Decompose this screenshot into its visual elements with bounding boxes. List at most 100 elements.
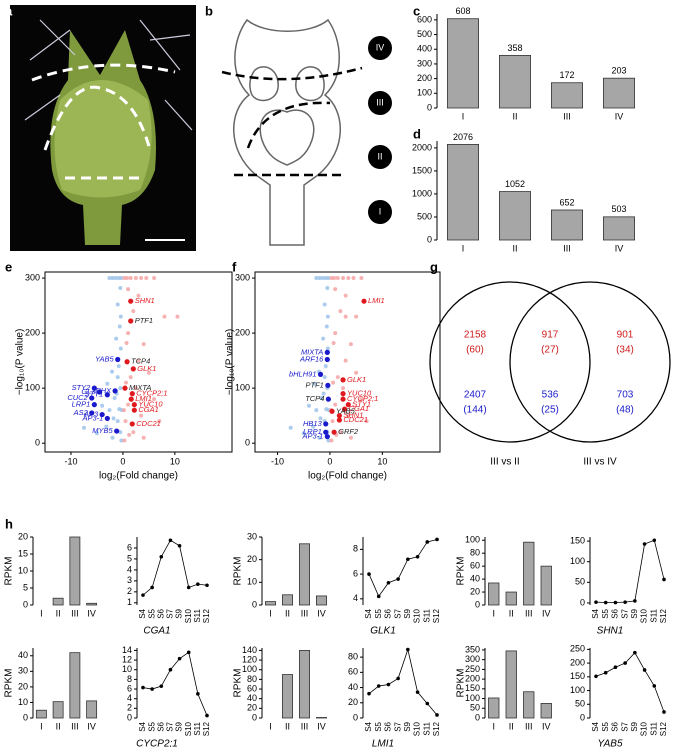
point — [111, 416, 116, 421]
x-tick-label: S6 — [156, 721, 165, 731]
point — [113, 276, 118, 281]
x-tick-label: III — [563, 243, 571, 253]
y-tick-label: 150 — [570, 535, 585, 545]
y-tick-label: 6 — [127, 683, 132, 693]
point — [136, 358, 141, 363]
point — [110, 276, 115, 281]
point-label: CDC21 — [343, 415, 368, 424]
point — [348, 342, 353, 347]
point — [123, 419, 128, 424]
point — [594, 674, 598, 679]
venn-count: 2158 — [464, 330, 487, 341]
point — [128, 276, 133, 281]
venn-count: (48) — [616, 405, 634, 416]
point — [325, 314, 330, 319]
point — [633, 599, 637, 603]
x-tick-label: S11 — [193, 608, 202, 622]
y-tick-label: 0 — [475, 712, 480, 722]
x-tick-label: S5 — [374, 608, 383, 618]
point — [107, 276, 112, 281]
point-label: AP3-1 — [81, 413, 103, 422]
labeled-point — [131, 402, 137, 408]
y-axis-label: RPKM — [456, 669, 467, 698]
x-tick-label: 10 — [170, 456, 180, 466]
labeled-point — [317, 371, 324, 377]
labeled-point — [324, 433, 330, 440]
gene-label: SHN1 — [597, 626, 624, 637]
point — [367, 572, 371, 576]
x-tick-label: III — [71, 608, 79, 618]
x-tick-label: S5 — [147, 721, 156, 731]
point-label: SHN1 — [343, 411, 363, 420]
y-tick-label: 20 — [348, 697, 358, 707]
point-label: TCP4 — [131, 357, 150, 366]
panel-label: f — [232, 259, 237, 274]
point — [133, 276, 138, 281]
x-tick-label: S4 — [364, 608, 373, 618]
point — [139, 413, 144, 418]
point — [115, 302, 120, 307]
line — [595, 539, 665, 603]
point — [150, 687, 154, 691]
y-tick-label: 40 — [247, 693, 257, 703]
point-label: GLK1 — [137, 364, 156, 373]
y-tick-label: 80 — [348, 652, 358, 662]
x-tick-label: S5 — [601, 721, 610, 731]
point — [406, 557, 410, 562]
point — [196, 692, 200, 696]
point — [118, 314, 123, 319]
point — [118, 386, 123, 391]
venn-count: 536 — [542, 390, 559, 401]
y-tick-label: 0 — [427, 234, 432, 244]
gene-label: LMI1 — [372, 739, 394, 747]
labeled-point — [112, 388, 118, 394]
point — [110, 369, 115, 374]
y-tick-label: 200 — [417, 73, 432, 83]
point — [112, 396, 117, 401]
point — [205, 583, 209, 588]
labeled-point — [128, 396, 134, 402]
x-tick-label: 10 — [377, 456, 387, 466]
value-label: 203 — [611, 66, 626, 76]
bar — [505, 650, 517, 719]
bar — [551, 82, 584, 109]
x-tick-label: S10 — [184, 721, 193, 736]
y-axis-label: RPKM — [4, 557, 15, 586]
bar — [498, 55, 531, 109]
point — [139, 276, 144, 281]
bar — [488, 582, 500, 606]
point — [613, 665, 618, 670]
y-tick-label: 12 — [122, 654, 132, 664]
point — [126, 402, 131, 407]
labeled-point — [104, 415, 110, 422]
cut-lines — [221, 66, 363, 177]
y-tick-label: 30 — [18, 666, 28, 676]
y-tick-label: 300 — [25, 272, 40, 282]
point — [406, 647, 410, 652]
point-label: STY2 — [72, 383, 92, 392]
point — [100, 403, 105, 408]
labeled-point — [340, 377, 346, 383]
y-tick-label: 3 — [127, 575, 132, 585]
y-tick-label: 10 — [18, 565, 28, 575]
y-tick-label: 4 — [127, 564, 132, 574]
point — [94, 431, 99, 436]
point — [354, 370, 359, 375]
point — [359, 397, 364, 402]
panel-label: c — [413, 3, 420, 18]
x-tick-label: S6 — [384, 721, 393, 731]
point — [613, 600, 618, 605]
bar — [488, 697, 500, 719]
zone-markers: IV III II I — [368, 36, 392, 224]
x-tick-label: S10 — [413, 721, 422, 736]
y-tick-label: 5 — [23, 582, 28, 592]
point — [115, 375, 120, 380]
labeled-point — [128, 298, 134, 304]
point-label: MIXTA — [301, 347, 323, 356]
point — [603, 670, 608, 675]
point — [126, 287, 131, 292]
venn-count: (25) — [541, 405, 559, 416]
point-label: LRP1 — [72, 400, 91, 409]
point — [333, 402, 338, 407]
x-tick-label: S12 — [432, 721, 441, 736]
